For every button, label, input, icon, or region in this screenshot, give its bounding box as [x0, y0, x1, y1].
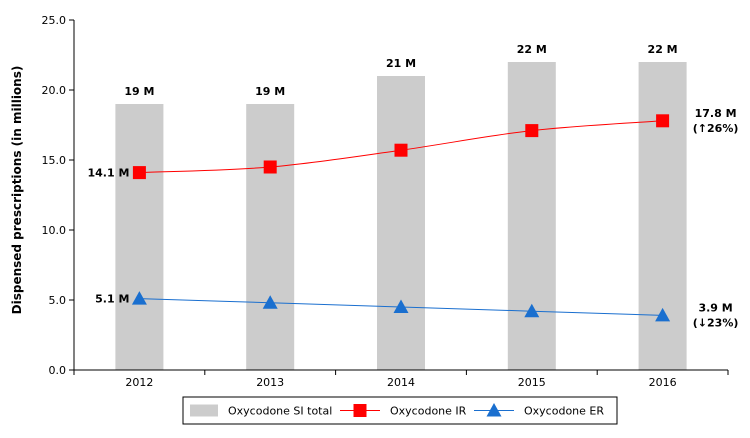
legend-swatch-bar	[190, 404, 218, 417]
bar-value-label: 21 M	[386, 57, 416, 70]
bar-value-label: 19 M	[124, 85, 154, 98]
series-point	[655, 307, 671, 322]
series-point	[394, 143, 408, 157]
x-tick-label: 2016	[649, 376, 677, 389]
legend-swatch-marker	[486, 403, 502, 417]
series-point	[263, 160, 277, 174]
y-tick-label: 15.0	[42, 154, 67, 167]
bar-value-label: 22 M	[648, 43, 678, 56]
line-layer	[131, 114, 671, 322]
series-end-label: 17.8 M	[695, 107, 737, 120]
series-point	[656, 114, 670, 128]
x-tick-label: 2014	[387, 376, 415, 389]
bar-layer	[115, 62, 687, 370]
series-start-label: 5.1 M	[95, 293, 129, 306]
series-point	[393, 299, 409, 313]
data-labels: 19 M 19 M 21 M 22 M 22 M 14.1 M 17.8 M (↑26%) 5.…	[87, 43, 738, 329]
y-tick-label: 20.0	[42, 84, 67, 97]
x-tick-label: 2015	[518, 376, 546, 389]
series-point	[131, 291, 147, 305]
series-start-label: 14.1 M	[87, 167, 129, 180]
y-tick-label: 25.0	[42, 14, 67, 27]
legend-swatch-marker	[353, 404, 367, 417]
series-end-change: (↑26%)	[693, 122, 739, 135]
legend-box	[182, 396, 618, 425]
y-tick-label: 0.0	[49, 364, 67, 377]
x-tick-label: 2012	[125, 376, 153, 389]
series-point	[524, 303, 540, 318]
axes	[73, 20, 728, 371]
series-point	[262, 295, 278, 309]
series-point	[525, 124, 539, 138]
legend-label: Oxycodone SI total	[228, 405, 332, 418]
bar	[507, 62, 556, 370]
legend: Oxycodone SI total Oxycodone IR Oxycodone …	[182, 396, 618, 425]
y-tick-label: 5.0	[49, 294, 67, 307]
bar-value-label: 19 M	[255, 85, 285, 98]
bar	[377, 76, 425, 370]
y-tick-label: 10.0	[42, 224, 67, 237]
bar	[246, 104, 295, 370]
x-tick-label: 2013	[256, 376, 284, 389]
x-ticks: 2012 2013 2014 2015 2016	[73, 370, 729, 389]
bar-value-label: 22 M	[517, 43, 547, 56]
bar	[638, 62, 687, 370]
bar	[115, 104, 164, 370]
legend-label: Oxycodone ER	[524, 405, 604, 418]
legend-label: Oxycodone IR	[390, 405, 467, 418]
series-end-label: 3.9 M	[698, 301, 732, 314]
series-point	[132, 166, 146, 180]
y-axis-label: Dispensed prescriptions (in millions)	[10, 66, 24, 315]
series-end-change: (↓23%)	[693, 316, 739, 329]
y-ticks: 0.0 5.0 10.0 15.0 20.0 25.0	[42, 14, 74, 377]
